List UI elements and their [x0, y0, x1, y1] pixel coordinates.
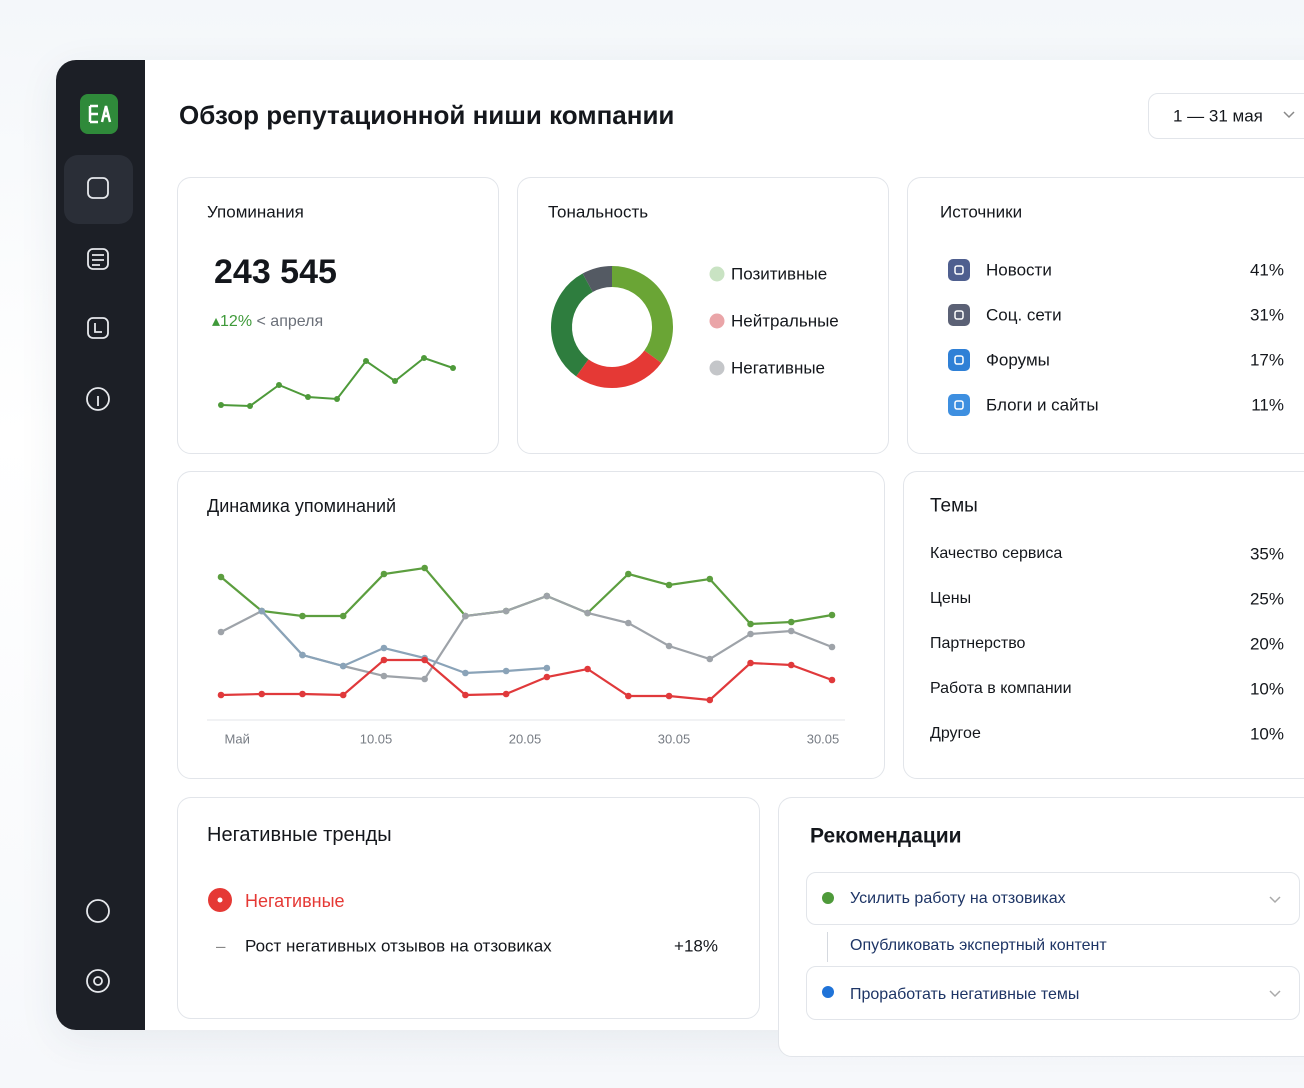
source-name: Новости: [986, 260, 1052, 280]
source-name: Блоги и сайты: [986, 395, 1099, 415]
card-title: Упоминания: [207, 202, 304, 222]
legend-label: Нейтральные: [731, 311, 839, 331]
source-share: 31%: [1249, 305, 1284, 325]
mentions-note: < апреля: [256, 313, 324, 330]
negative-icon: [208, 888, 232, 912]
card-title: Рекомендации: [810, 824, 962, 848]
mentions-change-row: ▴12% < апреля: [212, 314, 323, 330]
negative-tag: Негативные: [245, 891, 345, 911]
themes-card: [903, 471, 1304, 779]
x-tick-label: 30.05: [657, 731, 691, 747]
theme-share: 10%: [1249, 724, 1284, 744]
sources-card: [907, 177, 1304, 454]
source-name: Форумы: [986, 350, 1050, 370]
mentions-card: [177, 177, 499, 454]
date-chevron: [1283, 111, 1295, 119]
card-title: Источники: [940, 202, 1023, 222]
logo-mark: [88, 104, 112, 124]
theme-share: 10%: [1249, 679, 1284, 699]
source-name: Соц. сети: [986, 305, 1062, 325]
trend-change: +18%: [674, 936, 718, 956]
trend-text: Рост негативных отзывов на отзовиках: [245, 936, 552, 956]
card-title: Динамика упоминаний: [207, 496, 397, 516]
nav-reports[interactable]: [87, 248, 109, 270]
nav-settings[interactable]: [86, 969, 110, 993]
source-share: 11%: [1251, 395, 1284, 415]
negative-trends-card: [177, 797, 760, 1019]
bullet-dash: –: [216, 936, 226, 956]
date-picker[interactable]: [1148, 93, 1304, 139]
card-title: Тональность: [548, 202, 649, 222]
nav-energy[interactable]: [86, 899, 110, 923]
x-tick-label: Май: [224, 731, 250, 747]
x-tick-label: 20.05: [508, 731, 542, 747]
chevron: [1269, 896, 1281, 904]
nav-docs[interactable]: [87, 317, 109, 339]
theme-share: 20%: [1249, 634, 1284, 654]
sub-line: [827, 932, 828, 962]
theme-name: Партнерство: [930, 635, 1026, 652]
theme-share: 35%: [1249, 544, 1284, 564]
source-share: 17%: [1249, 350, 1284, 370]
sidebar: [56, 60, 145, 1030]
mentions-change: ▴12%: [212, 313, 253, 330]
theme-name: Цены: [930, 590, 972, 607]
rec-dot: [822, 986, 834, 998]
rec-text[interactable]: Проработать негативные темы: [850, 986, 1080, 1003]
theme-name: Другое: [930, 725, 981, 742]
page-title: Обзор репутационной ниши компании: [179, 100, 675, 130]
legend-label: Негативные: [731, 358, 826, 378]
rec-text[interactable]: Усилить работу на отзовиках: [850, 890, 1066, 907]
x-tick-label: 30.05: [806, 731, 840, 747]
sidebar-icons: [64, 94, 133, 993]
rec-dot: [822, 892, 834, 904]
recommendation-item[interactable]: [806, 872, 1300, 925]
mentions-value: 243 545: [214, 253, 337, 291]
x-tick-label: 10.05: [359, 731, 393, 747]
recommendation-item[interactable]: [806, 966, 1300, 1020]
logo: [80, 94, 118, 134]
nav-active[interactable]: [64, 155, 133, 224]
theme-name: Качество сервиса: [930, 545, 1063, 562]
recommendations-card: [778, 797, 1304, 1057]
card-title: Темы: [930, 495, 978, 517]
nav-dashboard[interactable]: [87, 177, 109, 199]
source-share: 41%: [1249, 260, 1284, 280]
rec-text[interactable]: Опубликовать экспертный контент: [850, 937, 1107, 954]
theme-share: 25%: [1249, 589, 1284, 609]
theme-name: Работа в компании: [930, 680, 1072, 697]
legend-label: Позитивные: [731, 264, 828, 284]
chevron: [1269, 990, 1281, 998]
date-range: 1 — 31 мая: [1173, 106, 1263, 126]
nav-help[interactable]: [86, 387, 110, 411]
card-title: Негативные тренды: [207, 824, 392, 846]
